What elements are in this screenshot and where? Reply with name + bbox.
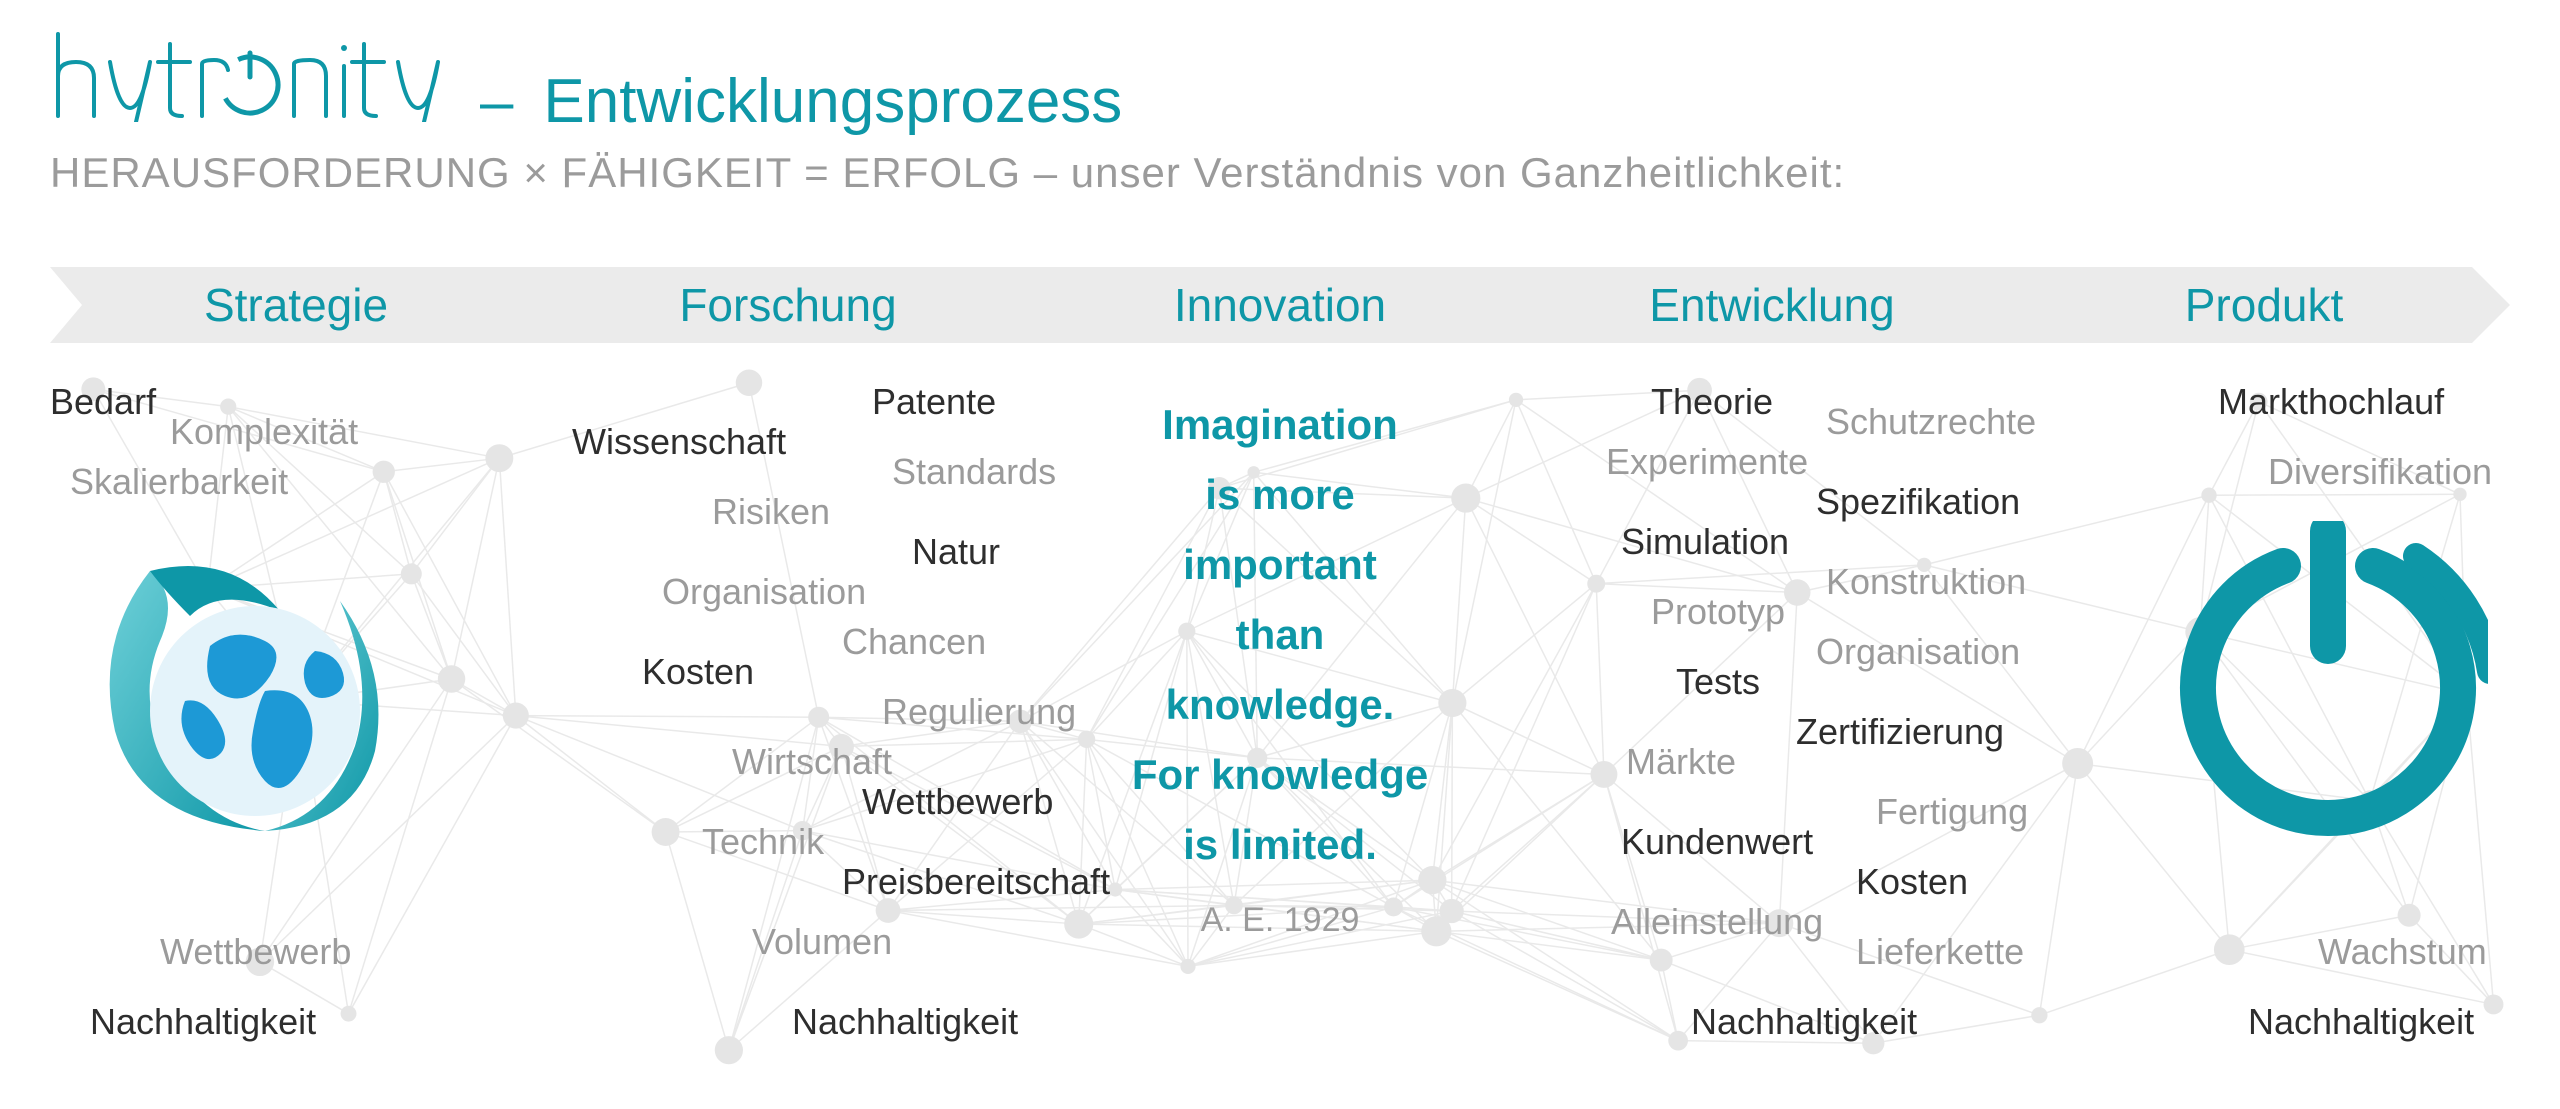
- quote-line-2: important: [1183, 541, 1377, 589]
- word-entwicklung-6: Prototyp: [1651, 591, 1785, 633]
- word-entwicklung-16: Nachhaltigkeit: [1691, 1001, 1917, 1043]
- word-entwicklung-2: Experimente: [1606, 441, 1808, 483]
- logo: [50, 30, 450, 122]
- word-forschung-6: Chancen: [842, 621, 986, 663]
- power-icon: [2168, 521, 2488, 841]
- quote: Imagination is more important than knowledge…: [1034, 401, 1526, 1041]
- page-root: – Entwicklungsprozess HERAUSFORDERUNG × …: [0, 0, 2560, 1109]
- globe-leaf-icon: [90, 531, 400, 841]
- word-entwicklung-14: Alleinstellung: [1611, 901, 1823, 943]
- quote-line-4: knowledge.: [1166, 681, 1395, 729]
- word-forschung-11: Technik: [702, 821, 824, 863]
- column-title-4: Produkt: [2018, 278, 2510, 332]
- word-entwicklung-15: Lieferkette: [1856, 931, 2024, 973]
- column-title-3: Entwicklung: [1526, 278, 2018, 332]
- arrow-labels: Strategie Forschung Innovation Entwicklu…: [50, 267, 2510, 343]
- word-forschung-9: Wirtschaft: [732, 741, 892, 783]
- word-forschung-10: Wettbewerb: [862, 781, 1053, 823]
- quote-attribution: A. E. 1929: [1201, 901, 1360, 940]
- word-produkt-2: Wachstum: [2318, 931, 2487, 973]
- word-forschung-5: Organisation: [662, 571, 866, 613]
- quote-line-6: is limited.: [1183, 821, 1377, 869]
- word-entwicklung-10: Märkte: [1626, 741, 1736, 783]
- word-entwicklung-12: Kundenwert: [1621, 821, 1813, 863]
- word-strategie-3: Wettbewerb: [160, 931, 351, 973]
- col-forschung: WissenschaftPatenteStandardsRisikenNatur…: [542, 361, 1034, 1081]
- columns: Bedarf Komplexität Skalierbarkeit Wettbewer…: [50, 361, 2510, 1081]
- subtitle: HERAUSFORDERUNG × FÄHIGKEIT = ERFOLG – u…: [50, 149, 2510, 197]
- column-title-0: Strategie: [50, 278, 542, 332]
- word-entwicklung-0: Theorie: [1651, 381, 1773, 423]
- word-entwicklung-3: Spezifikation: [1816, 481, 2020, 523]
- word-forschung-3: Risiken: [712, 491, 830, 533]
- col-produkt: Markthochlauf Diversifikation Wachstum Nach…: [2018, 361, 2510, 1081]
- page-title: Entwicklungsprozess: [543, 66, 1122, 137]
- word-entwicklung-5: Konstruktion: [1826, 561, 2026, 603]
- col-innovation: Imagination is more important than knowledge…: [1034, 361, 1526, 1081]
- quote-line-0: Imagination: [1162, 401, 1398, 449]
- word-entwicklung-4: Simulation: [1621, 521, 1789, 563]
- column-title-2: Innovation: [1034, 278, 1526, 332]
- word-forschung-1: Patente: [872, 381, 996, 423]
- col-entwicklung: TheorieSchutzrechteExperimenteSpezifikat…: [1526, 361, 2018, 1081]
- col-strategie: Bedarf Komplexität Skalierbarkeit Wettbewer…: [50, 361, 542, 1081]
- title-separator: –: [480, 67, 513, 136]
- word-forschung-7: Kosten: [642, 651, 754, 693]
- word-strategie-4: Nachhaltigkeit: [90, 1001, 316, 1043]
- word-forschung-14: Nachhaltigkeit: [792, 1001, 1018, 1043]
- quote-line-3: than: [1236, 611, 1325, 659]
- process-arrow: Strategie Forschung Innovation Entwicklu…: [50, 267, 2510, 343]
- quote-line-5: For knowledge: [1132, 751, 1428, 799]
- header: – Entwicklungsprozess: [50, 30, 2510, 137]
- word-strategie-1: Komplexität: [170, 411, 358, 453]
- word-strategie-2: Skalierbarkeit: [70, 461, 288, 503]
- column-title-1: Forschung: [542, 278, 1034, 332]
- word-produkt-1: Diversifikation: [2268, 451, 2492, 493]
- word-entwicklung-13: Kosten: [1856, 861, 1968, 903]
- word-forschung-13: Volumen: [752, 921, 892, 963]
- word-entwicklung-1: Schutzrechte: [1826, 401, 2036, 443]
- word-entwicklung-8: Tests: [1676, 661, 1760, 703]
- quote-line-1: is more: [1205, 471, 1354, 519]
- word-entwicklung-11: Fertigung: [1876, 791, 2028, 833]
- word-strategie-0: Bedarf: [50, 381, 156, 423]
- word-forschung-0: Wissenschaft: [572, 421, 786, 463]
- word-produkt-3: Nachhaltigkeit: [2248, 1001, 2474, 1043]
- word-forschung-2: Standards: [892, 451, 1056, 493]
- word-entwicklung-7: Organisation: [1816, 631, 2020, 673]
- word-produkt-0: Markthochlauf: [2218, 381, 2444, 423]
- body-area: Bedarf Komplexität Skalierbarkeit Wettbewer…: [50, 361, 2510, 1081]
- word-entwicklung-9: Zertifizierung: [1796, 711, 2004, 753]
- word-forschung-4: Natur: [912, 531, 1000, 573]
